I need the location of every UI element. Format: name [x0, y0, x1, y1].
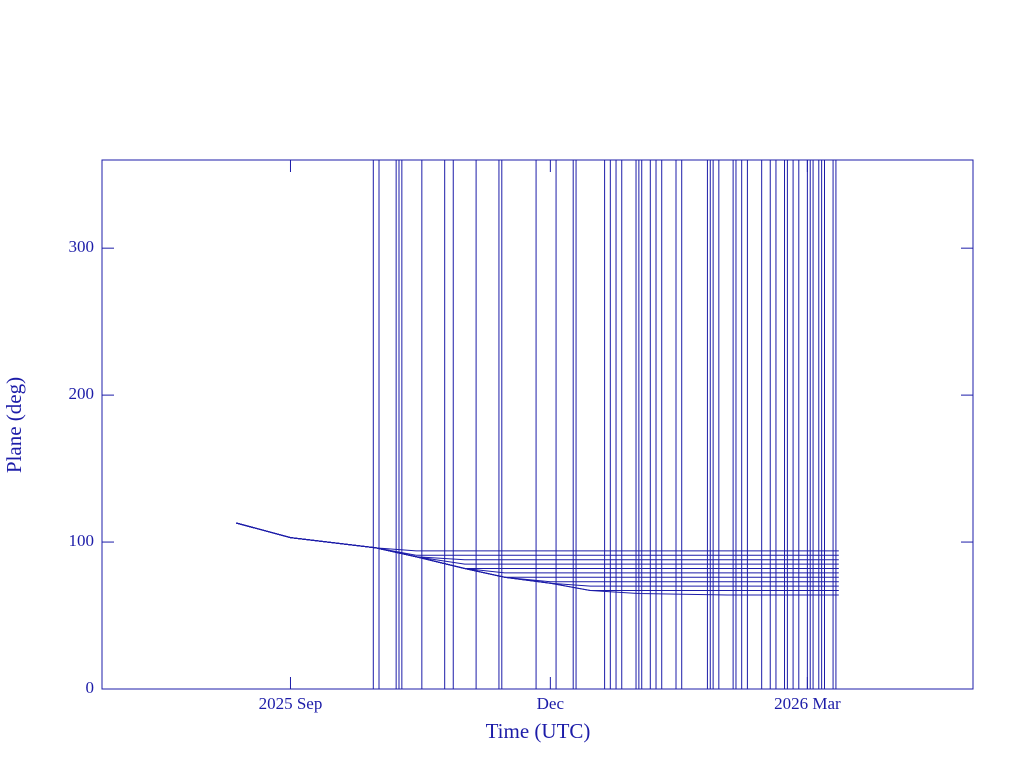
x-tick-label: 2025 Sep — [259, 694, 323, 713]
series-line — [236, 522, 839, 574]
y-tick-label: 0 — [86, 678, 95, 697]
series-line — [236, 522, 839, 552]
plot-frame — [101, 159, 974, 690]
series-line — [236, 522, 839, 565]
x-tick-label: 2026 Mar — [774, 694, 841, 713]
series-line — [236, 522, 839, 587]
series-line — [236, 522, 839, 578]
y-tick-label: 200 — [69, 384, 95, 403]
x-axis-label: Time (UTC) — [486, 719, 591, 743]
x-tick-label: Dec — [537, 694, 565, 713]
series-line — [236, 522, 839, 561]
y-tick-label: 100 — [69, 531, 95, 550]
series-line — [236, 522, 839, 569]
series-line — [236, 522, 839, 596]
y-axis-label: Plane (deg) — [2, 377, 26, 473]
y-tick-label: 300 — [69, 237, 95, 256]
